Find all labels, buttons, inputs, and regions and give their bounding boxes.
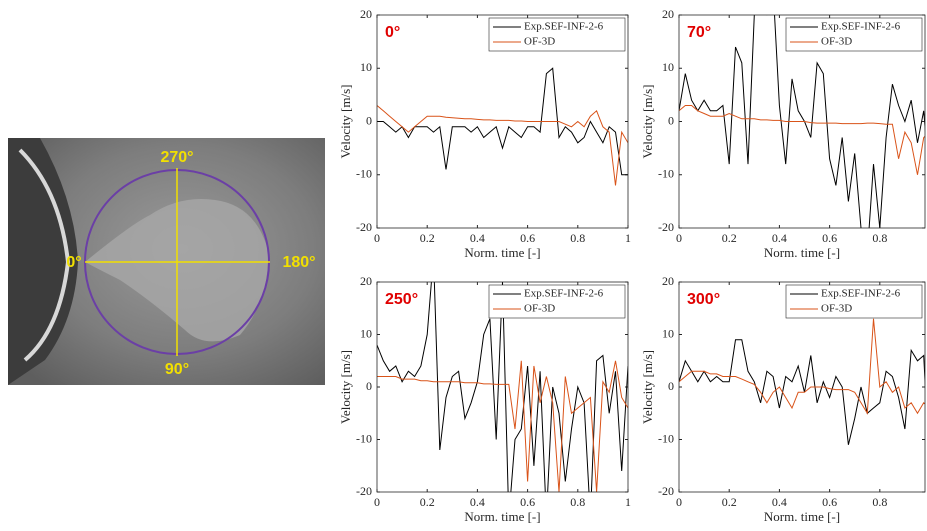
y-axis-label: Velocity [m/s] xyxy=(640,350,655,424)
x-tick-label: 1 xyxy=(625,231,631,245)
x-axis-label: Norm. time [-] xyxy=(764,245,840,260)
x-tick-label: 0.8 xyxy=(570,495,585,509)
x-tick-label: 0.4 xyxy=(470,231,485,245)
y-tick-label: -10 xyxy=(658,167,674,181)
y-tick-label: 20 xyxy=(360,7,372,21)
legend-box xyxy=(488,17,626,52)
legend-box xyxy=(488,284,626,319)
series-line xyxy=(679,105,925,175)
y-tick-label: -10 xyxy=(356,431,372,445)
x-axis-label: Norm. time [-] xyxy=(464,245,540,260)
y-tick-label: -10 xyxy=(658,431,674,445)
angle-label: 180° xyxy=(282,254,315,271)
y-tick-label: 0 xyxy=(668,379,674,393)
legend-box xyxy=(785,284,923,319)
annotation: 250° xyxy=(385,291,418,308)
x-tick-label: 0.4 xyxy=(470,495,485,509)
chart: -20 -10 0 10 20 0 0.2 0.4 0.6 0.8 1 Norm. time [-] V… xyxy=(338,274,631,524)
plot-area xyxy=(377,67,628,186)
y-tick-label: -10 xyxy=(356,167,372,181)
x-axis-label: Norm. time [-] xyxy=(764,509,840,524)
y-tick-label: -20 xyxy=(658,484,674,498)
chart: -20 -10 0 10 20 0 0.2 0.4 0.6 0.8 Norm. time [-] Ve… xyxy=(640,7,926,260)
annotation: 0° xyxy=(385,24,400,41)
legend-label: Exp.SEF-INF-2-6 xyxy=(524,21,604,33)
nozzle-edge xyxy=(18,148,71,362)
plot-area xyxy=(679,15,925,228)
legend-box xyxy=(785,17,923,52)
y-tick-label: 20 xyxy=(360,274,372,288)
series-line xyxy=(679,339,925,445)
annotation: 70° xyxy=(687,24,711,41)
y-tick-label: 0 xyxy=(366,113,372,127)
axes-box xyxy=(678,281,926,493)
y-axis-label: Velocity [m/s] xyxy=(338,84,353,158)
x-tick-label: 0.2 xyxy=(722,495,737,509)
series-line xyxy=(377,360,628,492)
x-axis-label: Norm. time [-] xyxy=(464,509,540,524)
series-line xyxy=(377,67,628,176)
angle-label: 0° xyxy=(66,254,81,271)
chart: -20 -10 0 10 20 0 0.2 0.4 0.6 0.8 1 Norm. time [-] V… xyxy=(338,7,631,260)
legend-label: Exp.SEF-INF-2-6 xyxy=(821,288,901,300)
legend-label: OF-3D xyxy=(821,303,852,315)
x-tick-label: 0.2 xyxy=(420,231,435,245)
x-tick-label: 0.4 xyxy=(772,231,787,245)
y-tick-label: 20 xyxy=(662,7,674,21)
chart: -20 -10 0 10 20 0 0.2 0.4 0.6 0.8 Norm. time [-] Ve… xyxy=(640,274,926,524)
x-tick-label: 0.2 xyxy=(722,231,737,245)
plot-area xyxy=(377,282,628,492)
legend-label: Exp.SEF-INF-2-6 xyxy=(821,21,901,33)
y-tick-label: 20 xyxy=(662,274,674,288)
angle-label: 270° xyxy=(160,149,193,166)
x-tick-label: 0.8 xyxy=(872,495,887,509)
x-tick-label: 0.8 xyxy=(872,231,887,245)
y-tick-label: -20 xyxy=(658,220,674,234)
x-tick-label: 0 xyxy=(676,231,682,245)
x-tick-label: 0.2 xyxy=(420,495,435,509)
y-tick-label: 10 xyxy=(662,60,674,74)
axes-box xyxy=(678,14,926,229)
photo: 270° 0° 180° 90° xyxy=(8,138,325,385)
x-tick-label: 0 xyxy=(374,495,380,509)
x-tick-label: 0.6 xyxy=(520,231,535,245)
legend-label: OF-3D xyxy=(524,303,555,315)
y-tick-label: 0 xyxy=(668,113,674,127)
nozzle-shadow xyxy=(8,138,78,385)
y-tick-label: 0 xyxy=(366,379,372,393)
y-axis-label: Velocity [m/s] xyxy=(338,350,353,424)
x-tick-label: 0.6 xyxy=(520,495,535,509)
legend-label: OF-3D xyxy=(821,36,852,48)
series-line xyxy=(377,282,628,492)
y-tick-label: 10 xyxy=(662,326,674,340)
plot-area xyxy=(679,318,925,445)
x-tick-label: 0 xyxy=(676,495,682,509)
x-tick-label: 0 xyxy=(374,231,380,245)
y-tick-label: -20 xyxy=(356,484,372,498)
x-tick-label: 0.4 xyxy=(772,495,787,509)
y-tick-label: -20 xyxy=(356,220,372,234)
y-tick-label: 10 xyxy=(360,60,372,74)
axes-box xyxy=(376,281,629,493)
x-tick-label: 0.6 xyxy=(822,231,837,245)
y-axis-label: Velocity [m/s] xyxy=(640,84,655,158)
x-tick-label: 1 xyxy=(625,495,631,509)
legend-label: OF-3D xyxy=(524,36,555,48)
legend-label: Exp.SEF-INF-2-6 xyxy=(524,288,604,300)
angle-label: 90° xyxy=(165,361,189,378)
annotation: 300° xyxy=(687,291,720,308)
axes-box xyxy=(376,14,629,229)
y-tick-label: 10 xyxy=(360,326,372,340)
series-line xyxy=(679,318,925,415)
x-tick-label: 0.8 xyxy=(570,231,585,245)
x-tick-label: 0.6 xyxy=(822,495,837,509)
series-line xyxy=(377,105,628,186)
